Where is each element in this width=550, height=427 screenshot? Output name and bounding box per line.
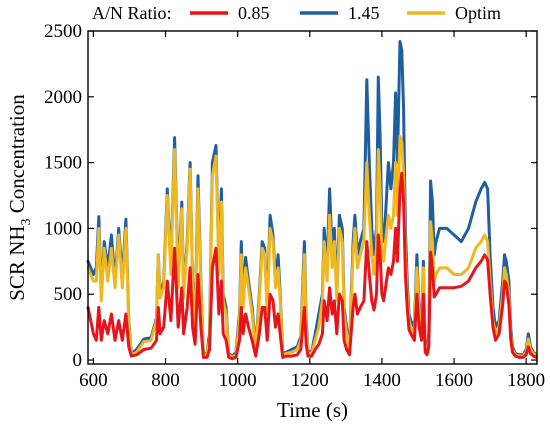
y-axis-title-rest: Concentration bbox=[5, 94, 29, 219]
x-tick-label: 1000 bbox=[219, 370, 257, 391]
y-axis-title: SCR NH3 Concentration bbox=[5, 94, 34, 301]
y-tick-label: 500 bbox=[54, 284, 83, 305]
x-tick-label: 1400 bbox=[363, 370, 401, 391]
x-axis: 600 800 1000 1200 1400 1600 1800 bbox=[79, 31, 545, 391]
x-tick-label: 1800 bbox=[507, 370, 545, 391]
legend-label: 1.45 bbox=[348, 3, 380, 23]
y-axis-title-subscript: 3 bbox=[19, 218, 34, 225]
legend-label: 0.85 bbox=[238, 3, 270, 23]
x-tick-label: 600 bbox=[79, 370, 108, 391]
y-tick-label: 1000 bbox=[44, 218, 82, 239]
series-line-optim bbox=[86, 134, 538, 359]
y-axis: 0 500 1000 1500 2000 2500 bbox=[44, 21, 537, 371]
legend-title: A/N Ratio: bbox=[92, 3, 172, 23]
series-line-0-85 bbox=[86, 171, 538, 361]
plot-frame bbox=[87, 30, 538, 365]
x-axis-title: Time (s) bbox=[277, 398, 348, 422]
y-tick-label: 2500 bbox=[44, 21, 82, 42]
legend: A/N Ratio: 0.85 1.45 Optim bbox=[92, 3, 501, 23]
y-tick-label: 0 bbox=[73, 350, 83, 371]
y-tick-label: 1500 bbox=[44, 153, 82, 174]
series-layer bbox=[86, 40, 538, 361]
series-line-1-45 bbox=[86, 40, 538, 358]
y-axis-title-main: SCR NH bbox=[5, 225, 29, 300]
y-tick-label: 2000 bbox=[44, 87, 82, 108]
x-tick-label: 800 bbox=[151, 370, 180, 391]
x-tick-label: 1600 bbox=[435, 370, 473, 391]
legend-label: Optim bbox=[455, 3, 501, 23]
x-tick-label: 1200 bbox=[291, 370, 329, 391]
